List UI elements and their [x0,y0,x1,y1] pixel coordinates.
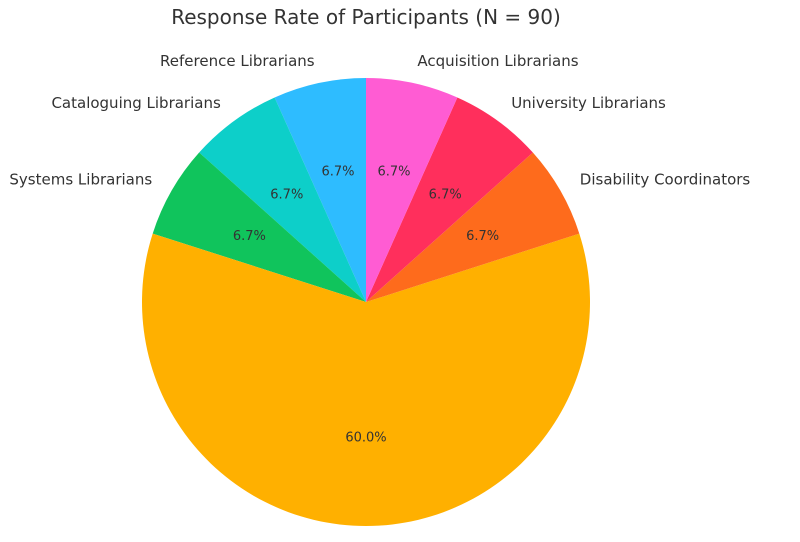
pie-percent-label-systems-librarians: 6.7% [233,229,266,244]
pie-percent-label-cataloguing-librarians: 6.7% [270,187,303,202]
pie-slice-students-with-disabilities-swds [141,233,590,526]
chart-title: Response Rate of Participants (N = 90) [171,5,561,29]
pie-category-label-systems-librarians: Systems Librarians [9,171,152,189]
pie-category-label-disability-coordinators: Disability Coordinators [580,171,751,189]
pie-slice-university-librarians [366,97,533,302]
pie-percent-label-reference-librarians: 6.7% [321,165,354,180]
pie-slice-reference-librarians [274,78,366,302]
pie-category-labels: Reference Librarians Cataloguing Libraria… [9,52,750,542]
pie-category-label-reference-librarians: Reference Librarians [160,52,315,70]
pie-percent-label-university-librarians: 6.7% [429,187,462,202]
pie-category-label-university-librarians: University Librarians [511,94,666,112]
pie-slice-cataloguing-librarians [199,97,366,302]
pie-percent-label-acquisition-librarians: 6.7% [377,165,410,180]
pie-slice-disability-coordinators [366,152,580,302]
pie-percent-labels: 6.7% 6.7% 6.7% 60.0% 6.7% 6.7% 6.7% [233,165,499,446]
pie-category-label-acquisition-librarians: Acquisition Librarians [417,52,578,70]
pie-slices [141,77,590,526]
pie-percent-label-students-with-disabilities-swds: 60.0% [345,430,386,445]
pie-category-label-cataloguing-librarians: Cataloguing Librarians [51,94,221,112]
pie-slice-acquisition-librarians [366,77,458,302]
pie-percent-label-disability-coordinators: 6.7% [466,229,499,244]
pie-category-label-students-with-disabilities-swds: Students with Disabilities (SWDs) [241,539,491,542]
pie-slice-systems-librarians [152,152,366,302]
